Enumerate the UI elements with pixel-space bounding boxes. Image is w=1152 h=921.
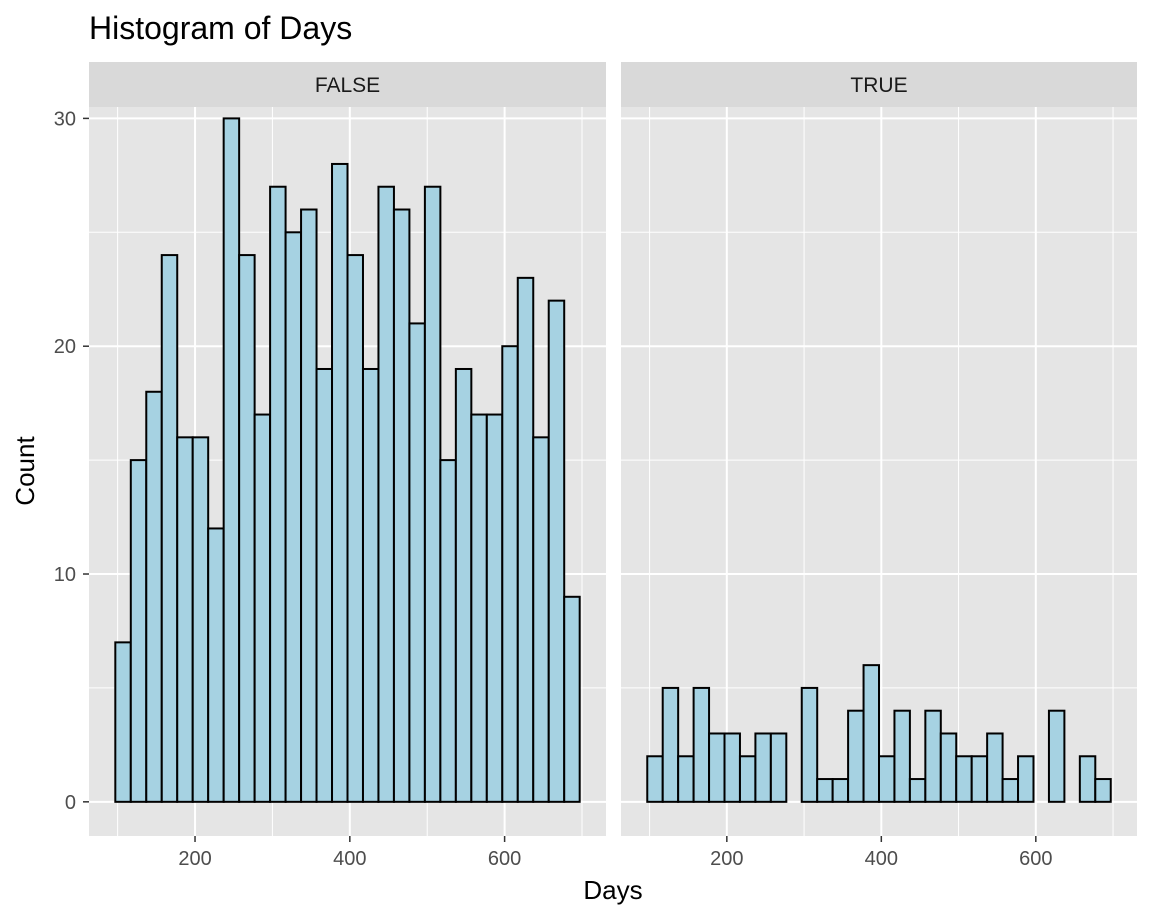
x-axis-false: 200 400 600 — [178, 836, 521, 870]
histogram-bar — [893, 709, 911, 803]
histogram-bar — [970, 755, 989, 803]
histogram-bar — [129, 459, 148, 803]
bars-true — [646, 664, 1112, 803]
histogram-bar — [738, 755, 757, 803]
y-axis: 0 10 20 30 — [54, 108, 89, 814]
strip-background-true — [621, 62, 1137, 107]
histogram-bar — [207, 527, 225, 803]
histogram-bar — [1047, 709, 1066, 803]
histogram-bar — [708, 732, 726, 803]
x-tick-label: 400 — [865, 848, 898, 870]
y-tick-label: 10 — [54, 564, 76, 586]
histogram-bar — [114, 641, 132, 803]
histogram-bar — [361, 367, 380, 803]
histogram-bar — [986, 732, 1004, 803]
histogram-bar — [346, 254, 364, 803]
histogram-bar — [800, 686, 819, 803]
x-tick-label: 200 — [178, 848, 211, 870]
y-tick-label: 20 — [54, 336, 76, 358]
histogram-bar — [646, 755, 664, 803]
histogram-bar — [145, 390, 163, 803]
histogram-bar — [176, 436, 194, 803]
histogram-bar — [377, 185, 395, 803]
histogram-bar — [331, 162, 349, 803]
histogram-bar — [470, 413, 488, 803]
histogram-bar — [1078, 755, 1097, 803]
histogram-bar — [300, 208, 318, 803]
histogram-bar — [315, 367, 334, 803]
chart-title: Histogram of Days — [89, 10, 352, 46]
histogram-bar — [939, 732, 958, 803]
histogram-bar — [692, 686, 711, 803]
histogram-bar — [284, 231, 303, 803]
x-axis-title: Days — [583, 875, 642, 905]
histogram-bar — [563, 595, 581, 803]
x-tick-label: 600 — [1019, 848, 1052, 870]
y-tick-label: 30 — [54, 108, 76, 130]
facet-panel-true: TRUE — [621, 62, 1137, 836]
histogram-bar — [862, 664, 881, 803]
histogram-bar — [439, 459, 457, 803]
bars-false — [114, 117, 581, 803]
histogram-bar — [723, 732, 741, 803]
histogram-bar — [516, 276, 535, 803]
x-tick-label: 400 — [333, 848, 366, 870]
histogram-bar — [532, 436, 550, 803]
histogram-bar — [423, 185, 442, 803]
strip-label-false: FALSE — [315, 74, 380, 97]
histogram-bar — [408, 322, 426, 803]
histogram-bar — [677, 755, 695, 803]
histogram-bar — [878, 755, 896, 803]
histogram-bar — [1001, 778, 1020, 803]
facet-panel-false: FALSE — [89, 62, 606, 836]
histogram-bar — [191, 436, 210, 803]
x-tick-label: 200 — [710, 848, 743, 870]
y-tick-label: 0 — [65, 792, 76, 814]
histogram-bar — [160, 254, 179, 803]
histogram-bar — [754, 732, 772, 803]
histogram-bar — [1017, 755, 1035, 803]
histogram-bar — [908, 778, 927, 803]
histogram-bar — [253, 413, 272, 803]
histogram-bar — [501, 345, 519, 803]
histogram-bar — [269, 185, 287, 803]
histogram-bar — [547, 299, 566, 803]
histogram-bar — [955, 755, 973, 803]
histogram-bar — [816, 778, 834, 803]
histogram-bar — [831, 778, 850, 803]
histogram-bar — [238, 254, 256, 803]
y-axis-title: Count — [10, 436, 40, 506]
histogram-bar — [661, 686, 680, 803]
histogram-bar — [924, 709, 942, 803]
strip-background-false — [89, 62, 606, 107]
x-tick-label: 600 — [488, 848, 521, 870]
histogram-bar — [222, 117, 241, 803]
x-axis-true: 200 400 600 — [710, 836, 1052, 870]
histogram-bar — [769, 732, 788, 803]
histogram-bar — [1094, 778, 1112, 803]
histogram-bar — [847, 709, 865, 803]
strip-label-true: TRUE — [850, 74, 907, 97]
histogram-bar — [392, 208, 411, 803]
histogram-bar — [454, 367, 473, 803]
histogram-bar — [485, 413, 504, 803]
